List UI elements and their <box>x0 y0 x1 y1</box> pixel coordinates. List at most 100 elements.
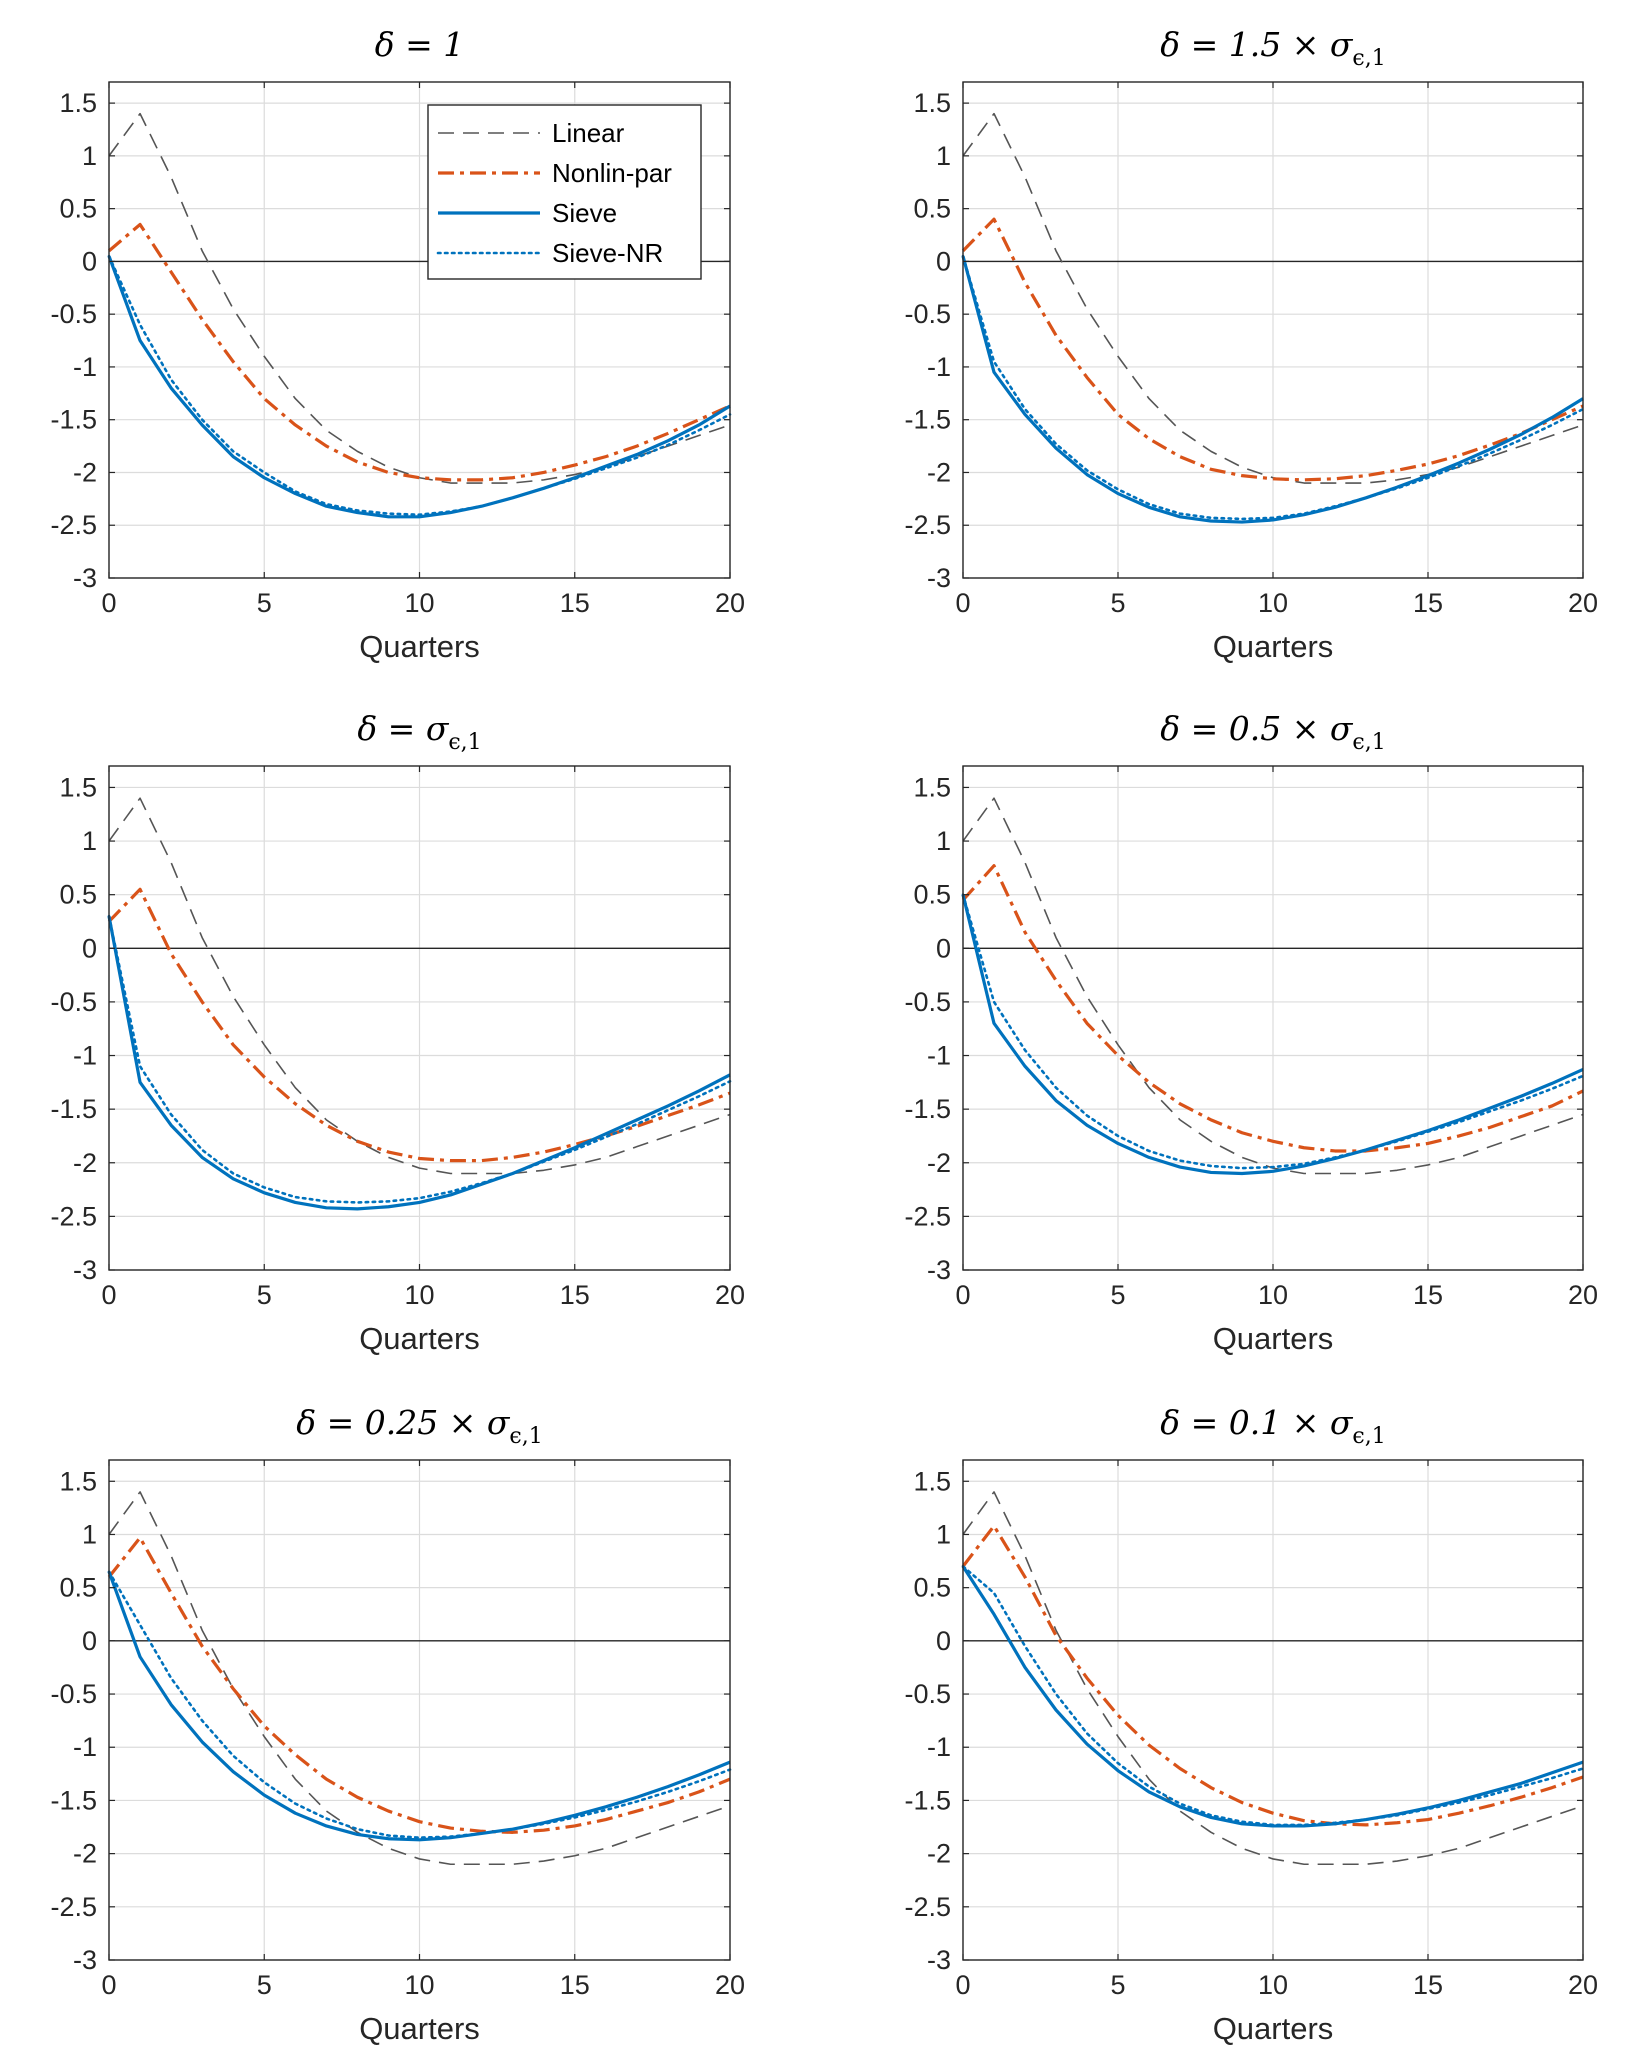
x-axis-label: Quarters <box>1213 629 1334 664</box>
series-line-nonlin-par <box>961 864 1584 1153</box>
x-tick-label: 5 <box>257 588 272 618</box>
panel-title: δ = 0.1 × σϵ,1 <box>1160 1403 1385 1449</box>
series-line-sieve-nr <box>107 254 732 516</box>
x-tick-label: 15 <box>560 1280 590 1310</box>
y-tick-label: 0 <box>936 933 951 963</box>
y-tick-label: 0.5 <box>913 880 951 910</box>
y-tick-label: -0.5 <box>50 1679 97 1709</box>
x-tick-label: 20 <box>1568 1280 1598 1310</box>
y-tick-label: -1 <box>73 1041 97 1071</box>
y-tick-label: 0 <box>936 246 951 276</box>
x-tick-label: 20 <box>1568 1970 1598 2000</box>
panel-title: δ = 1 <box>375 25 465 64</box>
y-tick-label: 0 <box>936 1626 951 1656</box>
y-tick-label: -3 <box>927 1945 951 1975</box>
x-tick-label: 5 <box>257 1970 272 2000</box>
y-tick-label: 1 <box>82 826 97 856</box>
x-tick-label: 20 <box>715 1970 745 2000</box>
x-axis-label: Quarters <box>359 1321 480 1356</box>
x-tick-label: 0 <box>101 588 116 618</box>
y-tick-label: 0.5 <box>59 880 97 910</box>
title-subscript: ϵ,1 <box>1352 46 1385 71</box>
y-tick-label: -2.5 <box>50 1201 97 1231</box>
title-text: δ = 0.5 × <box>1160 709 1330 748</box>
x-tick-label: 20 <box>715 1280 745 1310</box>
x-tick-label: 10 <box>404 588 434 618</box>
x-tick-label: 15 <box>560 588 590 618</box>
x-axis-label: Quarters <box>359 2011 480 2046</box>
y-tick-label: 0 <box>82 246 97 276</box>
y-tick-label: 1.5 <box>59 88 97 118</box>
series-line-sieve-nr <box>107 914 732 1204</box>
series-line-sieve <box>961 255 1584 524</box>
y-tick-label: -0.5 <box>50 299 97 329</box>
series-line-nonlin-par <box>961 217 1584 482</box>
series-line-sieve <box>107 1571 731 1842</box>
panel-2: 0 5 10 15 20 1.5 1 0.5 0 -0.5 -1 -1.5 -2 -2.5 -3 Quarte… <box>904 25 1598 664</box>
y-tick-label: -2.5 <box>904 1892 951 1922</box>
y-tick-label: -1.5 <box>50 1094 97 1124</box>
y-tick-label: 0 <box>82 933 97 963</box>
y-tick-label: 0 <box>82 1626 97 1656</box>
x-tick-label: 15 <box>1413 1280 1443 1310</box>
series-line-linear <box>962 112 1584 484</box>
panel-5: 0 5 10 15 20 1.5 1 0.5 0 -0.5 -1 -1.5 -2 -2.5 -3 Quarte… <box>50 1403 745 2046</box>
legend-label: Linear <box>552 118 625 148</box>
y-tick-label: -3 <box>73 1255 97 1285</box>
y-tick-label: 0.5 <box>59 1573 97 1603</box>
y-tick-label: -1.5 <box>50 405 97 435</box>
y-tick-label: -1 <box>927 352 951 382</box>
y-tick-label: 0.5 <box>913 1573 951 1603</box>
y-tick-label: -3 <box>73 563 97 593</box>
panel-title: δ = 0.5 × σϵ,1 <box>1160 709 1385 755</box>
y-tick-label: -1.5 <box>904 1094 951 1124</box>
title-subscript: ϵ,1 <box>448 730 481 755</box>
x-tick-label: 20 <box>715 588 745 618</box>
y-tick-label: -1.5 <box>904 405 951 435</box>
series-line-nonlin-par <box>107 887 731 1163</box>
y-tick-label: -2 <box>927 1148 951 1178</box>
y-tick-label: 1.5 <box>59 772 97 802</box>
series-line-nonlin-par <box>961 1524 1584 1827</box>
y-tick-label: 1 <box>936 1519 951 1549</box>
x-tick-label: 10 <box>1258 1970 1288 2000</box>
y-tick-label: -0.5 <box>50 987 97 1017</box>
y-tick-label: -1 <box>73 1732 97 1762</box>
y-tick-label: 1 <box>936 826 951 856</box>
series-line-sieve-nr <box>961 1565 1585 1827</box>
y-tick-label: 1 <box>82 1519 97 1549</box>
x-tick-label: 15 <box>560 1970 590 2000</box>
series-line-sieve-nr <box>961 893 1585 1170</box>
x-tick-label: 10 <box>1258 588 1288 618</box>
y-tick-label: -2.5 <box>50 1892 97 1922</box>
y-tick-label: -1 <box>927 1041 951 1071</box>
y-tick-label: 1.5 <box>59 1466 97 1496</box>
x-axis-label: Quarters <box>1213 2011 1334 2046</box>
legend-label: Sieve <box>552 198 617 228</box>
y-tick-label: -2 <box>73 1839 97 1869</box>
x-tick-label: 0 <box>101 1280 116 1310</box>
y-tick-label: 0.5 <box>59 194 97 224</box>
series-line-nonlin-par <box>107 222 731 482</box>
y-tick-label: -0.5 <box>904 299 951 329</box>
series-line-linear <box>108 797 731 1175</box>
title-symbol: σ <box>487 1403 511 1442</box>
x-tick-label: 5 <box>257 1280 272 1310</box>
panel-1: 0 5 10 15 20 1.5 1 0.5 0 -0.5 -1 -1.5 -2 -2.5 -3 Quarte… <box>50 25 745 664</box>
title-symbol: σ <box>1330 25 1354 64</box>
x-tick-label: 15 <box>1413 1970 1443 2000</box>
y-tick-label: -1 <box>927 1732 951 1762</box>
series-line-sieve <box>107 255 731 519</box>
panel-4: 0 5 10 15 20 1.5 1 0.5 0 -0.5 -1 -1.5 -2 -2.5 -3 Quarte… <box>904 709 1598 1356</box>
title-subscript: ϵ,1 <box>1352 1424 1385 1449</box>
series-line-linear <box>108 112 731 484</box>
x-tick-label: 5 <box>1110 588 1125 618</box>
y-tick-label: 1.5 <box>913 88 951 118</box>
title-symbol: σ <box>1330 709 1354 748</box>
x-tick-label: 10 <box>404 1280 434 1310</box>
x-axis-label: Quarters <box>1213 1321 1334 1356</box>
y-tick-label: 1 <box>936 141 951 171</box>
x-tick-label: 0 <box>955 1280 970 1310</box>
y-tick-label: -1.5 <box>904 1785 951 1815</box>
y-tick-label: 1 <box>82 141 97 171</box>
